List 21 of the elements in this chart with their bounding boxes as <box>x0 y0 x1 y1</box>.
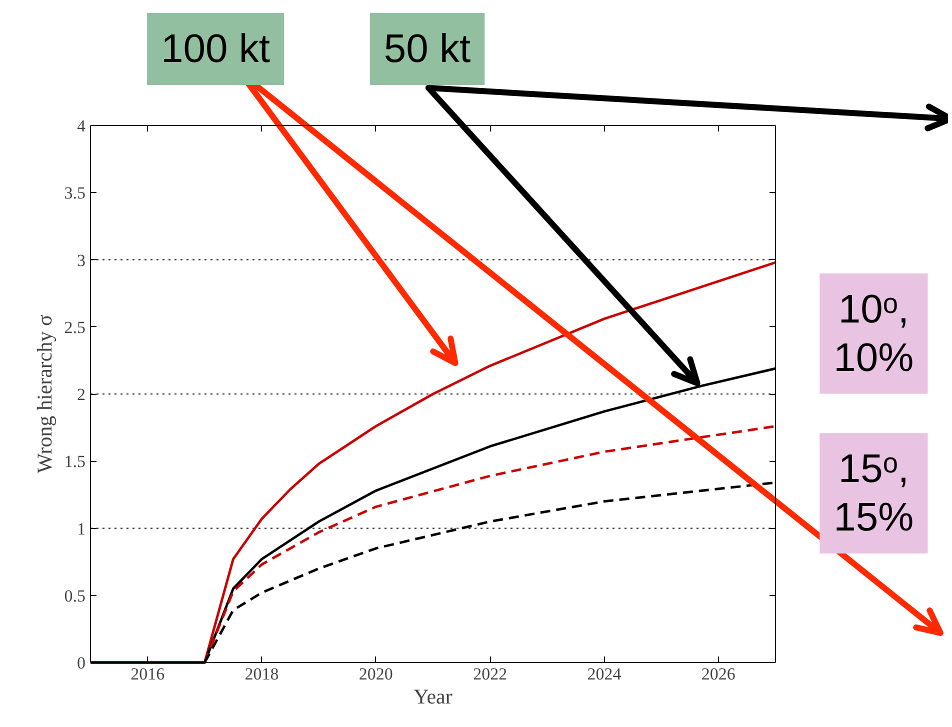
y-tick-label: 3.5 <box>64 184 86 203</box>
text: 100 kt <box>161 26 270 71</box>
y-tick-label: 2 <box>77 385 86 404</box>
text: 15ᵒ, 15% <box>834 447 914 540</box>
x-tick-label: 2024 <box>587 664 622 684</box>
x-tick-label: 2022 <box>473 664 508 684</box>
y-tick-label: 1 <box>77 519 86 538</box>
text: 50 kt <box>384 26 471 71</box>
x-tick-label: 2018 <box>244 664 279 684</box>
y-tick-label: 0 <box>77 654 86 672</box>
text: 10ᵒ, 10% <box>834 287 914 380</box>
x-tick-label: 2026 <box>701 664 736 684</box>
x-tick-label: 2020 <box>358 664 393 684</box>
y-axis-title: Wrong hierarchy σ <box>32 314 56 474</box>
y-tick-label: 4 <box>77 116 86 136</box>
y-tick-label: 0.5 <box>64 586 86 606</box>
x-axis-title: Year <box>414 684 452 708</box>
y-tick-label: 2.5 <box>64 318 86 337</box>
y-tick-label: 1.5 <box>64 452 86 472</box>
y-tick-label: 3 <box>77 250 86 270</box>
x-tick-label: 2016 <box>130 664 165 684</box>
